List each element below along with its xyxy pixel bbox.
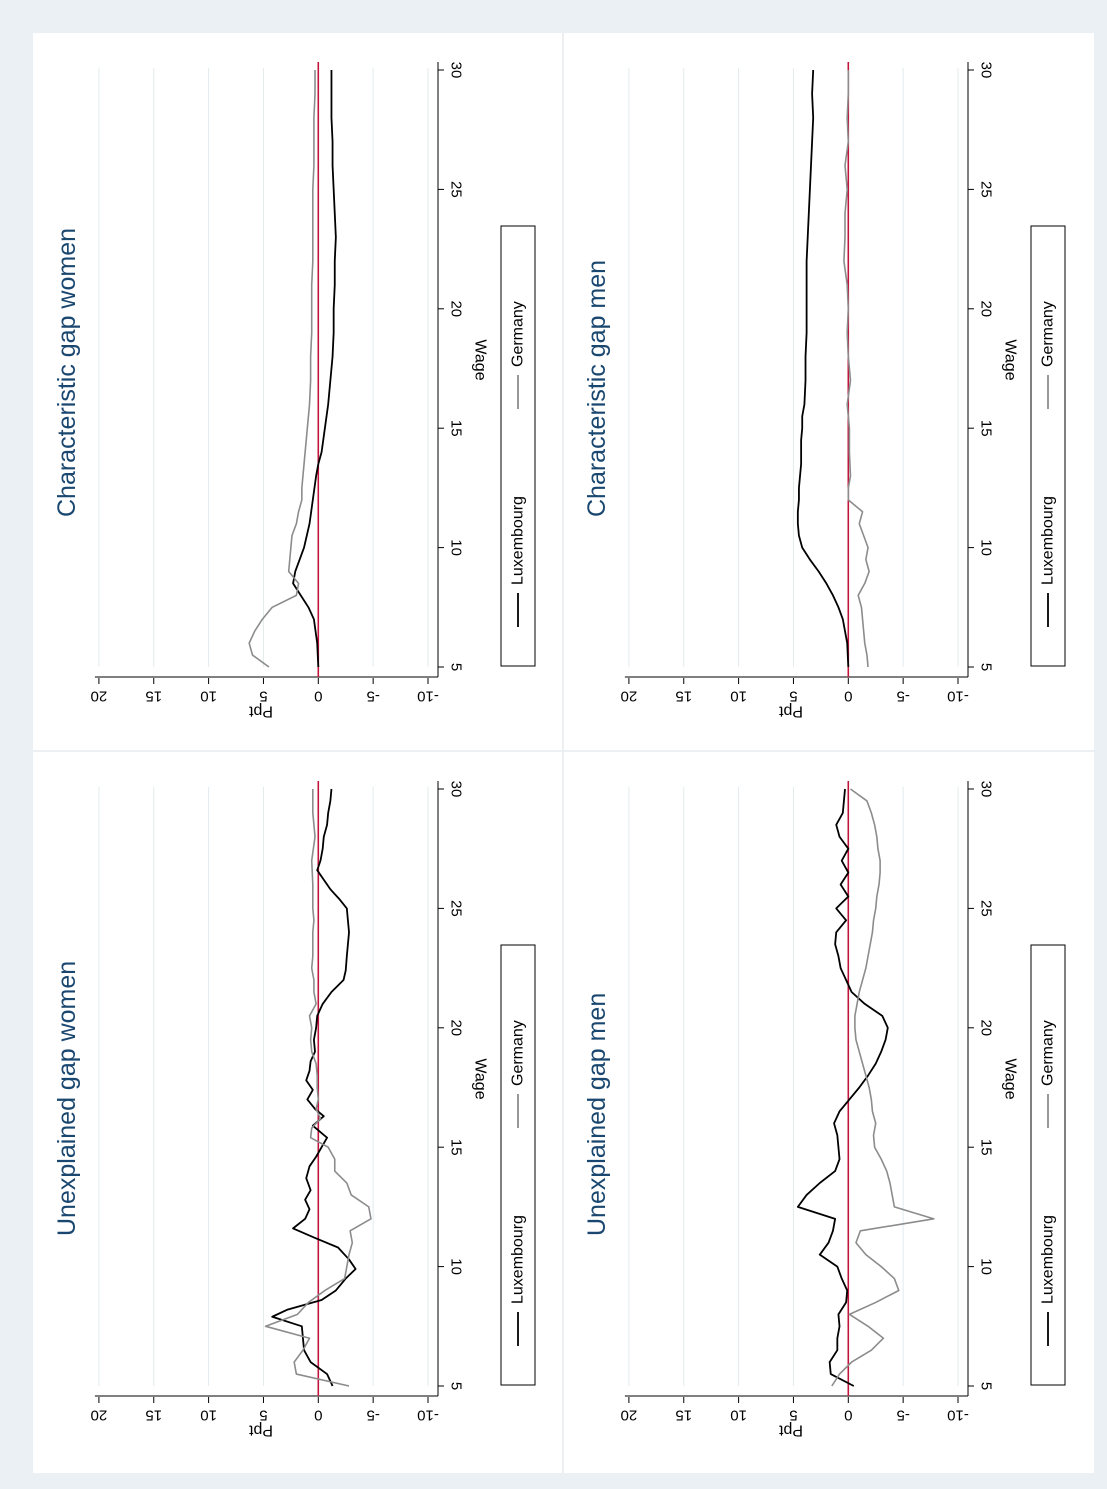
x-tick-label: 25 — [978, 900, 995, 917]
chart-title: Characteristic gap men — [583, 260, 611, 517]
chart-panel: -10 -5 0 5 10 15 20 5 10 15 20 25 30 Wage Ppt Character… — [583, 62, 1066, 720]
y-tick-label: 15 — [675, 688, 692, 705]
legend-label-luxembourg: Luxembourg — [1040, 496, 1057, 585]
x-tick-label: 20 — [448, 300, 465, 317]
series-line-germany — [831, 788, 935, 1387]
x-tick-label: 15 — [978, 1139, 995, 1156]
legend-box — [500, 944, 536, 1386]
chart-title: Characteristic gap women — [53, 228, 81, 517]
x-tick-label: 15 — [448, 1139, 465, 1156]
x-tick-label: 15 — [448, 420, 465, 437]
y-axis-title: Ppt — [248, 1422, 273, 1439]
x-tick-label: 5 — [448, 663, 465, 671]
x-tick-label: 30 — [448, 781, 465, 798]
x-tick-label: 25 — [448, 900, 465, 917]
chart-title: Unexplained gap women — [53, 961, 81, 1236]
y-axis-title: Ppt — [778, 1422, 803, 1439]
y-tick-label: 0 — [314, 688, 322, 705]
chart-title: Unexplained gap men — [583, 993, 611, 1236]
series-line-luxembourg — [796, 69, 850, 668]
y-tick-label: -10 — [947, 688, 969, 705]
y-tick-label: -10 — [417, 688, 439, 705]
legend-label-germany: Germany — [510, 1020, 527, 1086]
y-axis-title: Ppt — [778, 703, 803, 720]
y-tick-label: 10 — [730, 688, 747, 705]
x-axis-title: Wage — [472, 1058, 489, 1099]
legend-box — [1030, 225, 1066, 667]
legend-label-luxembourg: Luxembourg — [510, 1215, 527, 1304]
x-tick-label: 5 — [448, 1382, 465, 1390]
y-tick-label: -10 — [417, 1407, 439, 1424]
x-axis-title: Wage — [1002, 1058, 1019, 1099]
x-axis-title: Wage — [1002, 339, 1019, 380]
chart-panel: -10 -5 0 5 10 15 20 5 10 15 20 25 30 Wage Ppt Unexplain… — [583, 781, 1066, 1439]
y-tick-label: -5 — [366, 1407, 379, 1424]
y-axis-title: Ppt — [248, 703, 273, 720]
x-tick-label: 20 — [448, 1019, 465, 1036]
x-tick-label: 20 — [978, 300, 995, 317]
series-line-luxembourg — [271, 788, 357, 1387]
legend-box — [1030, 944, 1066, 1386]
x-tick-label: 30 — [978, 62, 995, 79]
y-tick-label: 10 — [200, 1407, 217, 1424]
x-tick-label: 20 — [978, 1019, 995, 1036]
legend-label-luxembourg: Luxembourg — [510, 496, 527, 585]
x-tick-label: 5 — [978, 1382, 995, 1390]
y-tick-label: 0 — [844, 1407, 852, 1424]
y-tick-label: 20 — [621, 1407, 638, 1424]
chart-panel: -10 -5 0 5 10 15 20 5 10 15 20 25 30 Wage Ppt Unexplain… — [53, 781, 536, 1439]
x-tick-label: 10 — [448, 1258, 465, 1275]
x-tick-label: 10 — [448, 539, 465, 556]
x-tick-label: 5 — [978, 663, 995, 671]
x-tick-label: 30 — [448, 62, 465, 79]
y-tick-label: -5 — [896, 688, 909, 705]
y-tick-label: 5 — [259, 1407, 267, 1424]
y-tick-label: 20 — [91, 1407, 108, 1424]
legend-label-germany: Germany — [510, 301, 527, 367]
series-line-luxembourg — [796, 788, 889, 1387]
y-tick-label: 15 — [145, 688, 162, 705]
x-tick-label: 10 — [978, 1258, 995, 1275]
y-tick-label: 5 — [789, 1407, 797, 1424]
legend-label-luxembourg: Luxembourg — [1040, 1215, 1057, 1304]
series-line-germany — [843, 70, 870, 668]
y-tick-label: 0 — [844, 688, 852, 705]
y-tick-label: -10 — [947, 1407, 969, 1424]
series-line-luxembourg — [292, 70, 337, 668]
chart-panel: -10 -5 0 5 10 15 20 5 10 15 20 25 30 Wage Ppt Character… — [53, 62, 536, 720]
y-tick-label: 10 — [200, 688, 217, 705]
series-line-germany — [264, 789, 372, 1387]
y-tick-label: 5 — [259, 688, 267, 705]
legend-label-germany: Germany — [1040, 301, 1057, 367]
y-tick-label: 15 — [675, 1407, 692, 1424]
y-tick-label: -5 — [896, 1407, 909, 1424]
y-tick-label: -5 — [366, 688, 379, 705]
series-line-germany — [248, 70, 316, 668]
x-tick-label: 10 — [978, 539, 995, 556]
x-tick-label: 25 — [978, 181, 995, 198]
charts-layer: -10 -5 0 5 10 15 20 5 10 15 20 25 30 Wage Ppt Unexplain… — [53, 62, 1066, 1439]
legend-label-germany: Germany — [1040, 1020, 1057, 1086]
legend-box — [500, 225, 536, 667]
y-tick-label: 20 — [91, 688, 108, 705]
x-tick-label: 25 — [448, 181, 465, 198]
x-tick-label: 30 — [978, 781, 995, 798]
y-tick-label: 15 — [145, 1407, 162, 1424]
x-axis-title: Wage — [472, 339, 489, 380]
y-tick-label: 0 — [314, 1407, 322, 1424]
y-tick-label: 10 — [730, 1407, 747, 1424]
x-tick-label: 15 — [978, 420, 995, 437]
y-tick-label: 20 — [621, 688, 638, 705]
y-tick-label: 5 — [789, 688, 797, 705]
